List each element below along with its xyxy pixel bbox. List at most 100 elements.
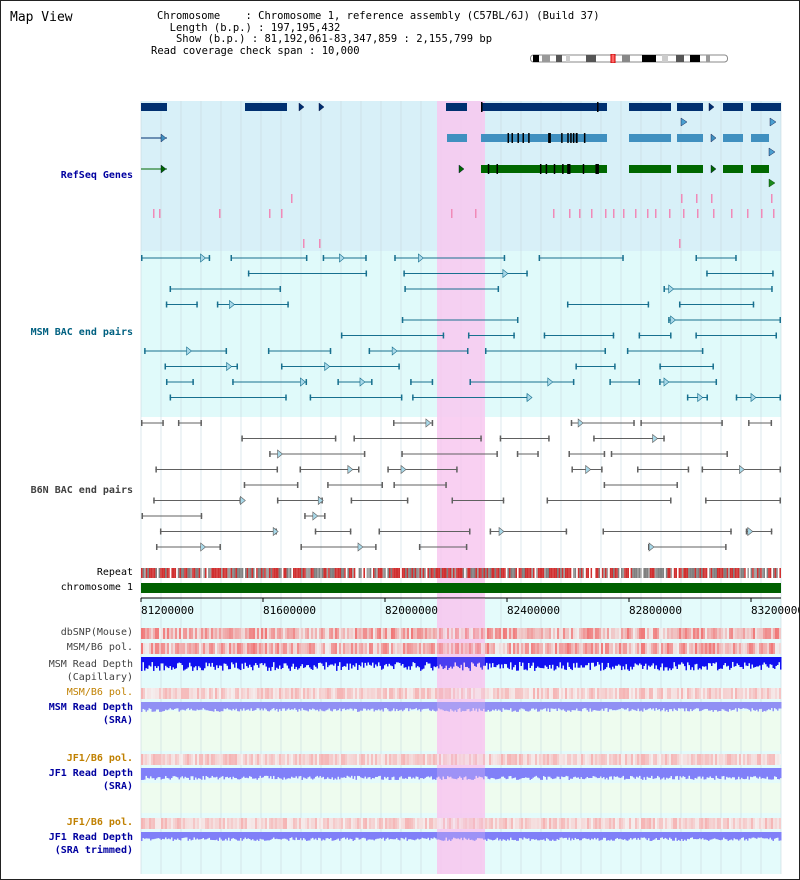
depth-bar xyxy=(312,832,314,838)
heat-strip xyxy=(715,688,717,699)
heat-strip xyxy=(609,628,611,639)
repeat-mark xyxy=(246,568,249,578)
bac-end xyxy=(779,317,781,323)
heat-strip xyxy=(167,754,169,765)
repeat-mark xyxy=(281,568,284,578)
heat-strip xyxy=(715,643,717,654)
heat-strip xyxy=(227,754,229,765)
heat-strip xyxy=(429,754,431,765)
heat-strip xyxy=(657,754,659,765)
depth-bar xyxy=(627,702,629,709)
exon-tick xyxy=(583,133,586,143)
depth-bar xyxy=(255,768,257,779)
depth-bar xyxy=(373,657,375,668)
bac-end xyxy=(604,348,607,354)
depth-bar xyxy=(217,657,219,669)
heat-strip xyxy=(409,754,411,765)
depth-bar xyxy=(648,657,650,666)
repeat-mark xyxy=(405,568,407,578)
heat-strip xyxy=(701,688,703,699)
depth-bar xyxy=(447,832,449,841)
heat-strip xyxy=(539,688,541,699)
exon-tick xyxy=(545,164,548,174)
heat-strip xyxy=(285,818,287,829)
heat-strip xyxy=(655,818,657,829)
bac-end xyxy=(735,394,738,401)
depth-bar xyxy=(594,657,596,667)
strand-arrow xyxy=(708,102,715,112)
heat-strip xyxy=(735,688,737,699)
heat-strip xyxy=(271,643,273,654)
repeat-mark xyxy=(472,568,474,578)
depth-bar xyxy=(501,832,503,841)
depth-bar xyxy=(430,657,432,668)
depth-bar xyxy=(457,768,459,779)
heat-strip xyxy=(773,818,775,829)
repeat-mark xyxy=(470,568,473,578)
bac-end xyxy=(663,286,665,292)
repeat-mark xyxy=(352,568,354,578)
heat-strip xyxy=(459,643,461,654)
bac-end xyxy=(670,332,672,339)
heat-strip xyxy=(559,818,561,829)
chromosome-ideogram[interactable] xyxy=(530,54,728,63)
heat-strip xyxy=(187,688,189,699)
heat-strip xyxy=(231,754,233,765)
heat-strip xyxy=(405,643,407,654)
depth-bar xyxy=(556,768,558,777)
bac-end xyxy=(745,528,748,535)
heat-strip xyxy=(171,754,173,765)
heat-strip xyxy=(157,628,159,639)
heat-strip xyxy=(709,818,711,829)
ideogram-band xyxy=(676,55,684,62)
depth-bar xyxy=(450,768,452,777)
depth-bar xyxy=(439,702,441,710)
repeat-mark xyxy=(566,568,569,578)
depth-bar xyxy=(180,702,182,711)
heat-strip xyxy=(525,688,527,699)
depth-bar xyxy=(316,702,318,710)
depth-bar xyxy=(721,657,723,669)
depth-bar xyxy=(408,702,410,712)
heat-strip xyxy=(521,818,523,829)
repeat-mark xyxy=(699,568,701,578)
track-label-jf1-depth-trim-line2: (SRA trimmed) xyxy=(54,845,133,856)
depth-bar xyxy=(297,832,299,840)
heat-strip xyxy=(517,643,519,654)
heat-strip xyxy=(489,643,491,654)
depth-bar xyxy=(294,657,296,669)
depth-bar xyxy=(555,657,557,670)
depth-bar xyxy=(649,657,651,667)
heat-strip xyxy=(177,754,179,765)
depth-bar xyxy=(664,832,666,838)
depth-bar xyxy=(547,702,549,709)
depth-bar xyxy=(612,768,614,780)
heat-strip xyxy=(581,643,583,654)
heat-strip xyxy=(623,643,625,654)
depth-bar xyxy=(597,832,599,839)
heat-strip xyxy=(629,754,631,765)
heat-strip xyxy=(285,754,287,765)
heat-strip xyxy=(403,628,405,639)
heat-strip xyxy=(201,628,203,639)
heat-strip xyxy=(625,628,627,639)
heat-strip xyxy=(587,754,589,765)
depth-bar xyxy=(537,832,539,841)
heat-strip xyxy=(257,818,259,829)
depth-bar xyxy=(615,702,617,711)
depth-bar xyxy=(468,702,470,709)
heat-strip xyxy=(423,818,425,829)
heat-strip xyxy=(551,643,553,654)
depth-bar xyxy=(265,768,267,776)
repeat-mark xyxy=(155,568,157,578)
depth-bar xyxy=(733,832,735,839)
heat-strip xyxy=(281,688,283,699)
heat-strip xyxy=(715,754,717,765)
heat-strip xyxy=(713,818,715,829)
bac-end xyxy=(243,482,246,488)
heat-strip xyxy=(515,688,517,699)
depth-bar xyxy=(184,657,186,670)
heat-strip xyxy=(379,688,381,699)
heat-strip xyxy=(661,643,663,654)
